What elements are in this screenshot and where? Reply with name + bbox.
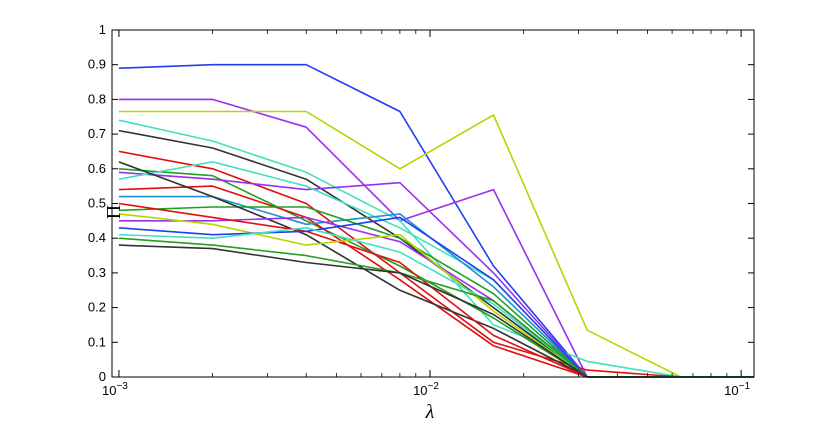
y-tick-label: 0.3 [88, 265, 106, 280]
y-tick-label: 0.5 [88, 196, 106, 211]
x-tick-label: 10−1 [724, 381, 750, 398]
y-tick-label: 0.7 [88, 126, 106, 141]
y-tick-label: 1 [99, 22, 106, 37]
y-tick-label: 0.8 [88, 91, 106, 106]
y-tick-label: 0.2 [88, 300, 106, 315]
y-tick-label: 0.9 [88, 57, 106, 72]
x-tick-label: 10−3 [102, 381, 128, 398]
y-tick-label: 0.1 [88, 334, 106, 349]
y-axis-title: Π [103, 205, 125, 219]
tick-layer: 0 0.1 0.2 0.3 0.4 0.5 0.6 0.7 0.8 0.9 1 10−3 10−2 10−… [88, 22, 754, 398]
y-tick-label: 0 [99, 369, 106, 384]
series-line-6 [118, 150, 754, 378]
y-tick-label: 0.6 [88, 161, 106, 176]
series-line-3 [118, 110, 754, 378]
y-tick-label: 0.4 [88, 230, 106, 245]
x-axis-title: λ [425, 401, 435, 423]
x-tick-label: 10−2 [413, 381, 439, 398]
